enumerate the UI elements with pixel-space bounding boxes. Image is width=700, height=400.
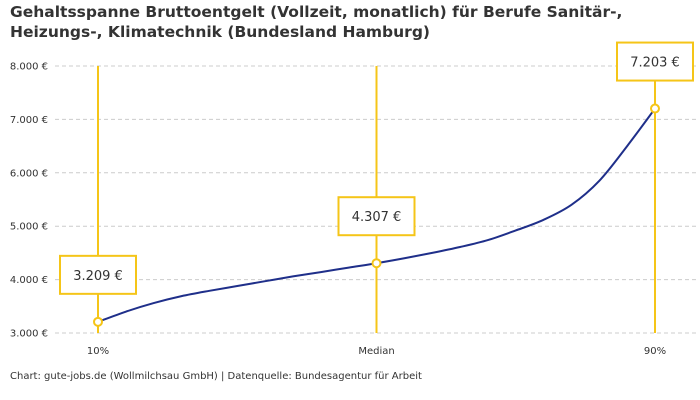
marker-points [93,103,660,327]
x-tick-label: 10% [87,346,109,357]
x-tick-label: 90% [644,346,666,357]
y-tick-label: 4.000 € [10,275,48,286]
marker-point [93,316,103,327]
value-label-box [337,196,416,237]
y-tick-label: 8.000 € [10,62,48,73]
y-tick-label: 6.000 € [10,168,48,179]
x-tick-label: Median [358,346,394,357]
x-axis-ticks: 10% Median 90% [87,346,666,357]
value-label: 7.203 € [630,56,680,71]
value-label-box [616,41,694,82]
value-label-box [59,254,137,295]
value-label: 4.307 € [352,210,402,225]
marker-point [650,103,660,114]
value-label: 3.209 € [73,269,123,284]
chart-title: Gehaltsspanne Bruttoentgelt (Vollzeit, m… [10,3,623,41]
y-axis-ticks: 3.000 € 4.000 € 5.000 € 6.000 € 7.000 € 8.000… [10,62,48,340]
y-tick-label: 7.000 € [10,115,48,126]
chart-credit: Chart: gute-jobs.de (Wollmilchsau GmbH) … [10,371,422,382]
marker-point [371,258,382,269]
value-labels: 3.209 € 4.307 € 7.203 € [59,41,694,295]
y-tick-label: 5.000 € [10,222,48,233]
y-tick-label: 3.000 € [10,329,48,340]
gridlines [55,65,696,334]
